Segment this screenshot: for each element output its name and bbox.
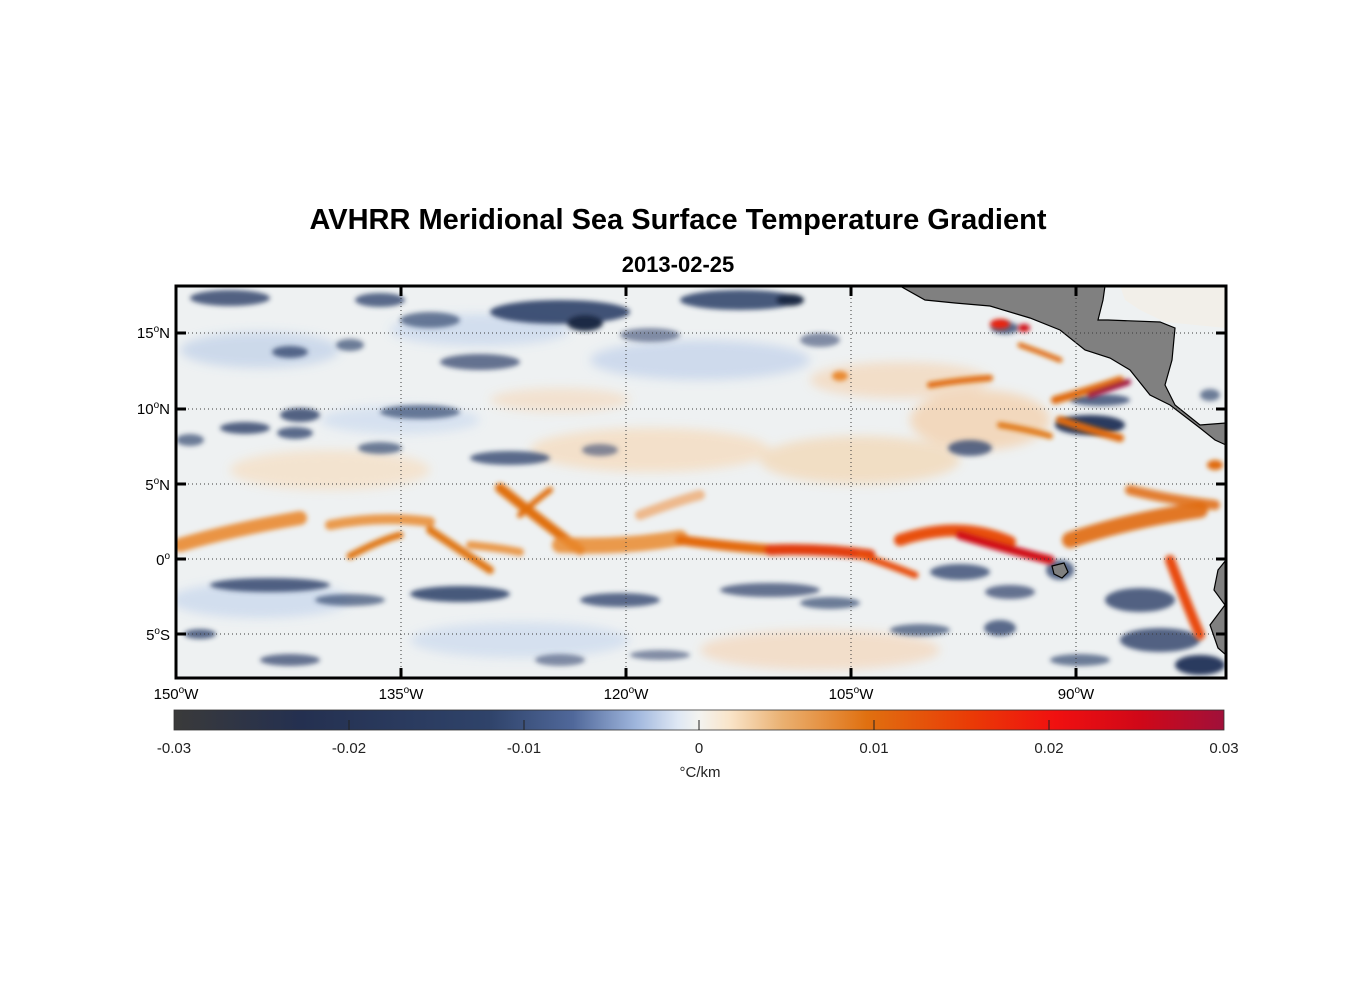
positive-gradient-features [176,319,1223,640]
caribbean-coast [1120,286,1226,328]
mexico-land [898,286,1226,446]
colorbar-tick-label: 0.03 [1209,740,1239,757]
negative-gradient-features [176,290,1225,675]
colorbar-tick-label: -0.03 [156,740,192,757]
lat-label-0: 0o [156,551,170,569]
lat-label-10n: 10oN [136,400,170,418]
lon-label-150w: 150oW [153,685,199,703]
colorbar-tick-label: 0 [694,740,704,757]
land-masses [898,286,1226,656]
lon-label-90w: 90oW [1057,685,1095,703]
map-frame [174,284,1228,680]
galapagos-island [1051,562,1069,579]
lon-label-135w: 135oW [378,685,424,703]
colorbar-tick-label: 0.02 [1034,740,1064,757]
lat-label-5s: 5oS [146,626,170,644]
colorbar-tick-label: 0.01 [859,740,889,757]
map-ticks [176,286,1226,678]
chart-title: AVHRR Meridional Sea Surface Temperature… [309,204,1047,236]
lat-label-15n: 15oN [136,324,170,342]
chart-subtitle: 2013-02-25 [621,252,735,277]
lon-label-120w: 120oW [603,685,649,703]
lon-label-105w: 105oW [828,685,874,703]
colorbar-unit: °C/km [679,764,721,781]
graticule [176,286,1226,678]
colorbar-tick-label: -0.01 [506,740,542,757]
lat-label-5n: 5oN [145,476,170,494]
colorbar-ticks [348,720,1050,730]
colorbar-tick-label: -0.02 [331,740,367,757]
